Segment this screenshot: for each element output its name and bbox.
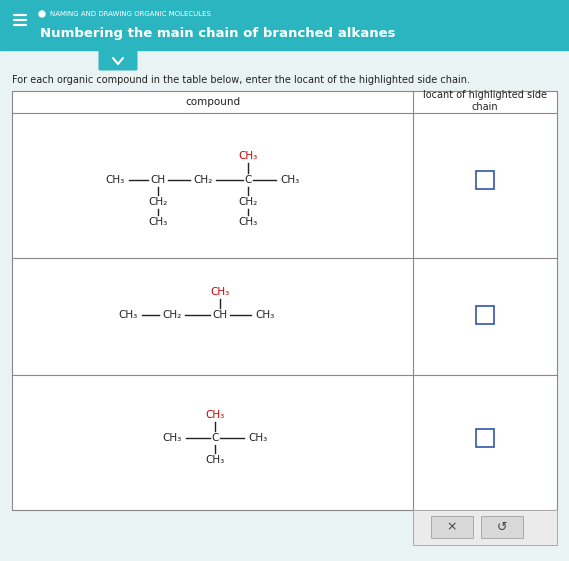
Text: CH₂: CH₂	[149, 197, 168, 207]
Text: CH₃: CH₃	[238, 151, 258, 161]
Text: NAMING AND DRAWING ORGANIC MOLECULES: NAMING AND DRAWING ORGANIC MOLECULES	[50, 11, 211, 17]
Text: Numbering the main chain of branched alkanes: Numbering the main chain of branched alk…	[40, 26, 395, 39]
Text: CH: CH	[150, 175, 166, 185]
Circle shape	[39, 11, 45, 17]
Bar	[476, 171, 494, 189]
Bar	[413, 510, 557, 545]
Bar	[12, 91, 557, 510]
Text: CH₃: CH₃	[118, 310, 138, 320]
Text: CH₃: CH₃	[211, 287, 230, 297]
Text: CH₂: CH₂	[193, 175, 213, 185]
Bar	[476, 306, 494, 324]
Text: CH₃: CH₃	[249, 433, 267, 443]
Bar	[431, 516, 473, 538]
Text: CH₃: CH₃	[205, 455, 225, 465]
Bar	[0, 0, 569, 50]
Text: CH₃: CH₃	[105, 175, 125, 185]
Text: CH₃: CH₃	[149, 217, 168, 227]
Text: locant of highlighted side
chain: locant of highlighted side chain	[423, 90, 547, 112]
Text: compound: compound	[185, 97, 240, 107]
Bar	[476, 429, 494, 447]
FancyBboxPatch shape	[98, 49, 138, 71]
Text: For each organic compound in the table below, enter the locant of the highlighte: For each organic compound in the table b…	[12, 75, 470, 85]
Text: CH₂: CH₂	[238, 197, 258, 207]
Text: ↺: ↺	[497, 521, 507, 534]
Text: C: C	[244, 175, 251, 185]
Text: C: C	[211, 433, 218, 443]
Text: CH₃: CH₃	[255, 310, 275, 320]
Text: CH₃: CH₃	[281, 175, 300, 185]
Text: CH₃: CH₃	[238, 217, 258, 227]
Text: CH₃: CH₃	[205, 410, 225, 420]
Text: CH: CH	[212, 310, 228, 320]
Text: CH₃: CH₃	[162, 433, 182, 443]
Text: CH₂: CH₂	[162, 310, 182, 320]
Text: ×: ×	[447, 521, 457, 534]
Bar	[481, 516, 523, 538]
